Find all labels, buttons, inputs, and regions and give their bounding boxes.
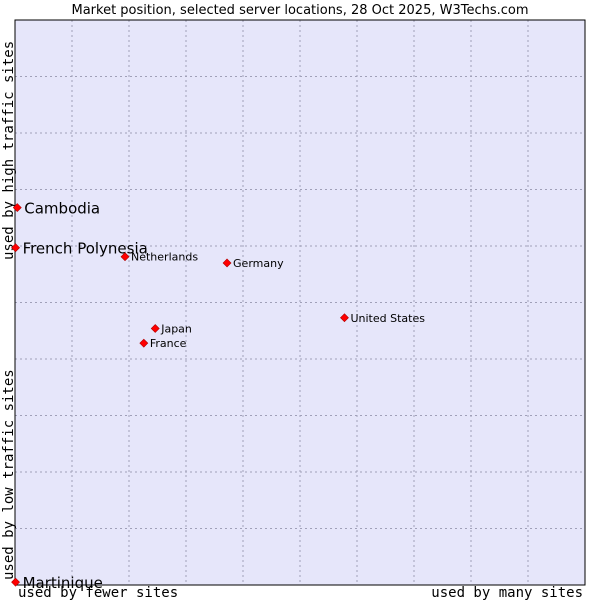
y-axis-label-high: used by high traffic sites	[1, 41, 17, 260]
point-marker-france	[139, 338, 149, 348]
point-label-netherlands: Netherlands	[131, 251, 198, 264]
point-marker-french-polynesia	[11, 243, 20, 253]
grid-lines	[15, 20, 585, 585]
chart-title: Market position, selected server locatio…	[71, 3, 528, 18]
point-label-french-polynesia: French Polynesia	[23, 240, 148, 258]
point-label-united-states: United States	[350, 312, 425, 325]
point-marker-netherlands	[120, 252, 130, 262]
point-label-japan: Japan	[160, 322, 192, 335]
plot-border	[14, 19, 586, 586]
point-marker-martinique	[11, 577, 20, 587]
point-marker-united-states	[340, 313, 349, 323]
point-label-cambodia: Cambodia	[24, 200, 100, 218]
point-marker-japan	[150, 324, 160, 333]
point-label-martinique: Martinique	[23, 574, 103, 592]
data-points: Cambodia French Polynesia Martinique Nether…	[11, 200, 425, 592]
point-label-france: France	[150, 337, 187, 350]
x-axis-label-low: used by fewer sites	[18, 585, 178, 600]
y-axis-label-low: used by low traffic sites	[1, 369, 17, 580]
point-marker-cambodia	[12, 203, 22, 213]
point-marker-germany	[222, 258, 232, 268]
x-axis-label-high: used by many sites	[431, 585, 583, 600]
point-label-germany: Germany	[233, 257, 284, 270]
